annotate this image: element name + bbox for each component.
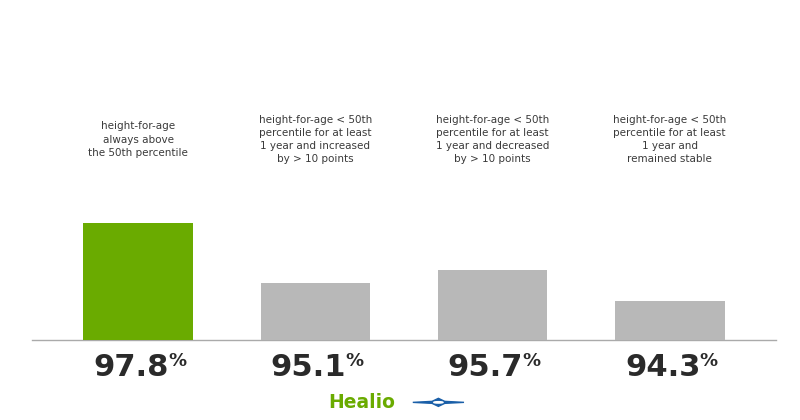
Bar — [438, 270, 547, 340]
Bar — [83, 223, 194, 340]
Text: %: % — [168, 352, 186, 370]
Bar — [261, 283, 370, 340]
Text: height-for-age
always above
the 50th percentile: height-for-age always above the 50th per… — [88, 121, 188, 158]
Text: 95.7: 95.7 — [448, 353, 523, 382]
Text: 97.8: 97.8 — [94, 353, 169, 382]
Bar — [615, 301, 725, 340]
Polygon shape — [413, 398, 464, 407]
Text: early-life height attainment in children with cystic fibrosis:: early-life height attainment in children… — [63, 80, 737, 99]
Text: Link between mean FEV1 percent predicted and: Link between mean FEV1 percent predicted… — [126, 30, 674, 49]
Text: %: % — [522, 352, 541, 370]
Circle shape — [434, 402, 443, 403]
Text: 94.3: 94.3 — [625, 353, 700, 382]
Text: height-for-age < 50th
percentile for at least
1 year and decreased
by > 10 point: height-for-age < 50th percentile for at … — [436, 115, 550, 165]
Text: height-for-age < 50th
percentile for at least
1 year and
remained stable: height-for-age < 50th percentile for at … — [613, 115, 726, 165]
Text: %: % — [346, 352, 363, 370]
Text: %: % — [700, 352, 718, 370]
Text: 95.1: 95.1 — [270, 353, 346, 382]
Text: Healio: Healio — [328, 393, 395, 412]
Text: height-for-age < 50th
percentile for at least
1 year and increased
by > 10 point: height-for-age < 50th percentile for at … — [259, 115, 372, 165]
